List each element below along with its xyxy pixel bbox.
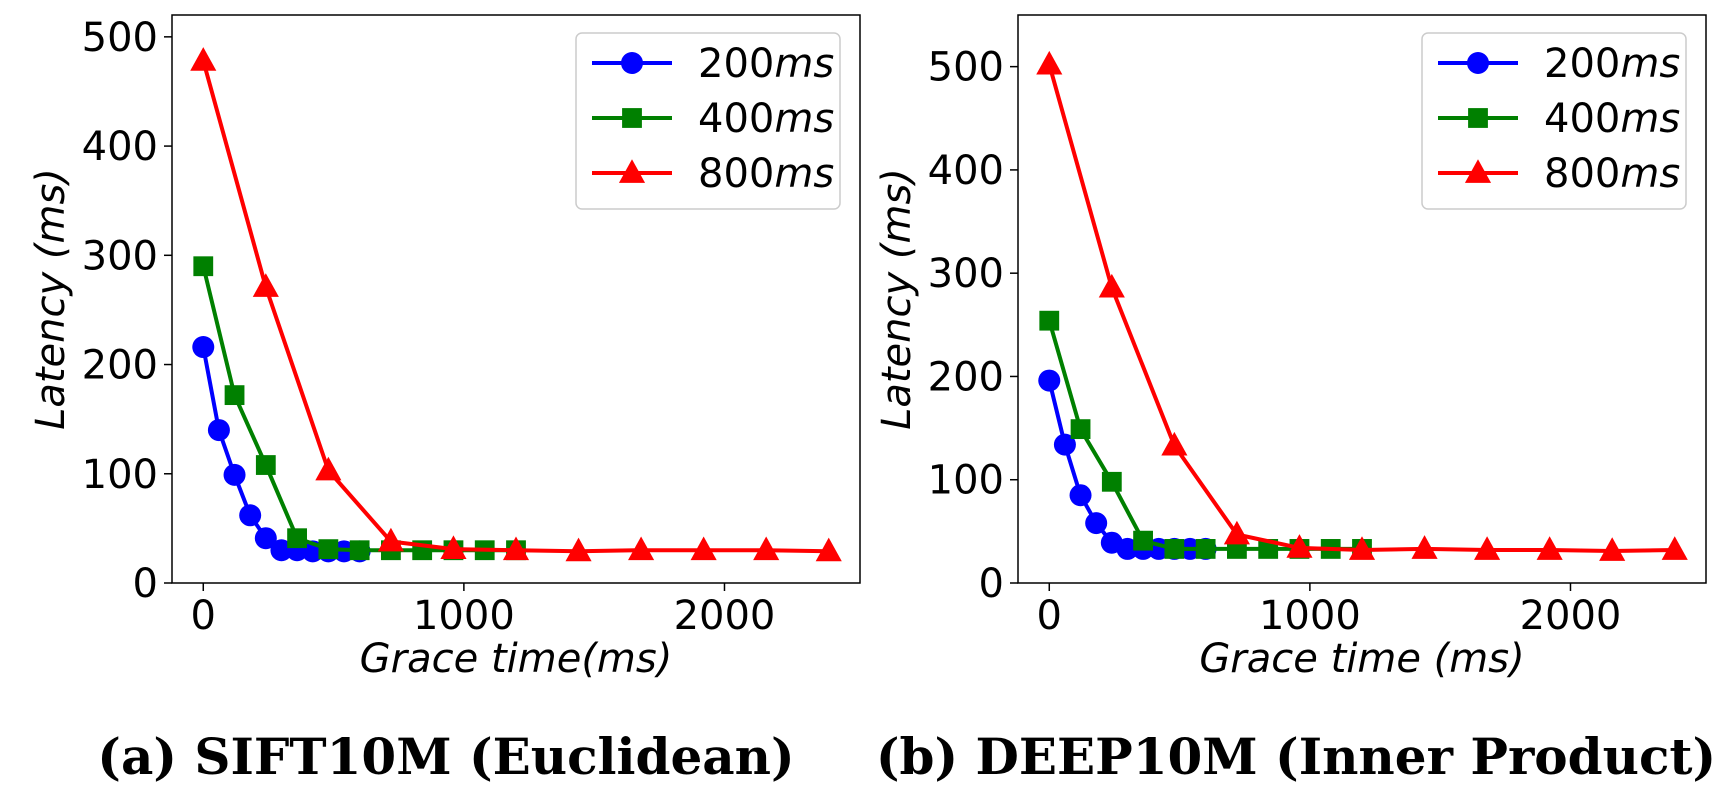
legend-box [575, 32, 841, 210]
data-point-200ms [192, 336, 215, 359]
chart-sift10m: 0 1000 2000 0 100 200 300 400 500 Grace time(ms)… [28, 14, 861, 786]
data-point-800ms [628, 536, 655, 561]
data-point-800ms [190, 47, 217, 71]
data-point-800ms [315, 456, 342, 481]
axis-ticks: 0 1000 2000 0 100 200 300 400 500 [82, 15, 776, 639]
x-tick-label: 2000 [1520, 593, 1622, 639]
axis-ticks: 0 1000 2000 0 100 200 300 400 500 [928, 45, 1622, 639]
data-point-200ms [1085, 512, 1108, 535]
x-tick-label: 1000 [413, 593, 515, 639]
y-tick-label: 200 [928, 354, 1004, 400]
data-point-400ms [287, 528, 307, 549]
data-point-800ms [1661, 536, 1688, 560]
data-point-400ms [1039, 310, 1060, 331]
data-point-200ms [1053, 433, 1076, 456]
data-point-800ms [815, 537, 842, 562]
y-tick-label: 400 [928, 148, 1004, 194]
data-point-400ms [318, 539, 339, 560]
data-point-200ms [207, 419, 230, 442]
y-tick-label: 100 [928, 458, 1004, 504]
data-point-800ms [1223, 520, 1250, 545]
data-point-800ms [252, 273, 279, 297]
legend-box [1421, 32, 1687, 210]
data-point-400ms [1070, 419, 1091, 440]
data-point-400ms [1195, 539, 1216, 559]
x-tick-label: 0 [191, 593, 216, 639]
y-tick-label: 200 [82, 343, 158, 389]
data-point-400ms [224, 385, 245, 406]
data-point-800ms [1286, 534, 1313, 558]
y-tick-label: 0 [979, 561, 1004, 607]
legend-marker-200ms [621, 52, 643, 74]
data-point-800ms [1036, 50, 1063, 75]
y-tick-label: 500 [928, 45, 1004, 91]
legend-label-400ms: 400ms [698, 96, 834, 142]
legend-label-200ms: 200ms [698, 41, 834, 87]
data-point-800ms [565, 537, 592, 562]
y-tick-label: 400 [82, 124, 158, 170]
data-point-800ms [1536, 536, 1563, 560]
chart-caption: (b) DEEP10M (Inner Product) [876, 727, 1716, 786]
x-axis-label: Grace time (ms) [1199, 636, 1524, 682]
legend-label-800ms: 800ms [698, 151, 834, 197]
y-axis-label: Latency (ms) [28, 168, 74, 430]
data-point-800ms [502, 536, 530, 561]
legend-marker-400ms [1468, 108, 1488, 128]
data-point-200ms [1116, 537, 1139, 560]
data-point-200ms [1069, 484, 1092, 507]
data-point-800ms [1098, 273, 1125, 298]
data-point-200ms [223, 463, 246, 486]
data-point-400ms [349, 540, 370, 561]
data-point-800ms [1348, 536, 1376, 560]
legend-label-200ms: 200ms [1544, 41, 1680, 87]
y-tick-label: 300 [928, 251, 1004, 297]
x-tick-label: 2000 [674, 593, 776, 639]
chart-deep10m: 0 1000 2000 0 100 200 300 400 500 Grace time (ms… [874, 14, 1716, 786]
plot-frame [1017, 14, 1707, 584]
data-point-800ms [1411, 535, 1438, 559]
data-point-200ms [239, 504, 262, 527]
data-point-400ms [1133, 530, 1153, 551]
data-point-400ms [1164, 539, 1185, 559]
data-point-400ms [1101, 471, 1122, 492]
data-point-200ms [270, 539, 293, 562]
data-point-800ms [377, 527, 404, 552]
legend-marker-800ms [618, 159, 646, 183]
legend-label-400ms: 400ms [1544, 96, 1680, 142]
data-point-800ms [1474, 536, 1501, 560]
x-tick-label: 0 [1037, 593, 1062, 639]
data-point-400ms [255, 455, 276, 475]
data-point-800ms [440, 535, 467, 560]
data-point-200ms [1038, 369, 1061, 392]
series-layer [190, 47, 842, 563]
legend-marker-400ms [622, 108, 642, 128]
y-axis-label: Latency (ms) [874, 168, 920, 430]
legend-marker-800ms [1464, 159, 1492, 183]
legend: 200ms 400ms 800ms [1421, 32, 1687, 210]
legend-marker-200ms [1467, 52, 1489, 74]
legend: 200ms 400ms 800ms [575, 32, 841, 210]
y-tick-label: 100 [82, 452, 158, 498]
series-layer [1036, 50, 1688, 561]
y-tick-label: 300 [82, 233, 158, 279]
data-point-200ms [254, 527, 277, 550]
data-point-800ms [753, 536, 780, 561]
plot-frame [171, 14, 861, 584]
y-tick-label: 0 [133, 561, 158, 607]
x-axis-label: Grace time(ms) [360, 636, 673, 682]
data-point-800ms [1599, 537, 1626, 561]
data-point-400ms [193, 256, 214, 277]
data-point-800ms [690, 536, 717, 561]
chart-caption: (a) SIFT10M (Euclidean) [97, 727, 794, 786]
x-tick-label: 1000 [1259, 593, 1361, 639]
y-tick-label: 500 [82, 15, 158, 61]
legend-label-800ms: 800ms [1544, 151, 1680, 197]
data-point-800ms [1161, 431, 1188, 456]
series-line-200ms [201, 346, 360, 554]
